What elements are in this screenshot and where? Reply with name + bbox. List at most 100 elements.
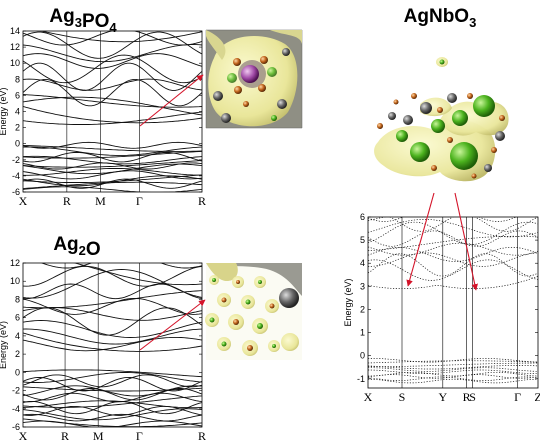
band-line bbox=[23, 155, 202, 165]
band-line bbox=[23, 400, 202, 409]
x-tick-label: R bbox=[463, 390, 471, 404]
band-line bbox=[73, 263, 202, 286]
y-tick-label: 8 bbox=[15, 74, 20, 84]
band-line bbox=[23, 96, 202, 116]
band-line bbox=[23, 283, 202, 300]
y-tick-label: -4 bbox=[12, 404, 20, 414]
band-line bbox=[23, 297, 202, 315]
band-line bbox=[23, 320, 202, 338]
band-line bbox=[368, 367, 538, 372]
band-line bbox=[23, 369, 202, 378]
y-tick-label: 14 bbox=[10, 26, 20, 36]
band-line bbox=[23, 146, 202, 156]
band-line bbox=[368, 217, 518, 222]
y-axis-label: Energy (eV) bbox=[0, 87, 8, 135]
band-line bbox=[23, 78, 202, 91]
x-tick-label: Γ bbox=[136, 429, 143, 443]
y-tick-label: -2 bbox=[12, 155, 20, 165]
y-tick-label: 3 bbox=[360, 281, 365, 291]
band-line bbox=[368, 374, 538, 379]
band-line bbox=[23, 392, 202, 403]
y-tick-label: -2 bbox=[12, 386, 20, 396]
y-tick-label: 10 bbox=[10, 58, 20, 68]
band-line bbox=[368, 376, 538, 381]
x-tick-label: X bbox=[364, 390, 373, 404]
y-tick-label: 1 bbox=[360, 328, 365, 338]
x-tick-label: X bbox=[19, 194, 28, 208]
y-axis-label: Energy (eV) bbox=[0, 321, 8, 369]
band-line bbox=[368, 275, 538, 289]
y-tick-label: -6 bbox=[12, 422, 20, 432]
band-line bbox=[23, 372, 202, 383]
band-line bbox=[23, 44, 202, 63]
band-line bbox=[368, 242, 538, 256]
title-ag2o: Ag2O bbox=[53, 234, 100, 260]
x-tick-label: R bbox=[198, 194, 206, 208]
band-line bbox=[23, 167, 202, 176]
x-tick-label: Γ bbox=[514, 390, 521, 404]
band-line bbox=[368, 219, 538, 238]
band-lines bbox=[23, 263, 202, 427]
y-tick-label: 0 bbox=[360, 351, 365, 361]
band-line bbox=[368, 230, 538, 247]
band-line bbox=[23, 374, 202, 388]
band-line bbox=[23, 418, 202, 427]
y-tick-label: 4 bbox=[360, 258, 365, 268]
red-arrow-icon bbox=[454, 192, 478, 291]
band-line bbox=[23, 62, 202, 91]
title-agnbo3: AgNbO3 bbox=[404, 6, 477, 30]
band-line bbox=[23, 307, 202, 336]
orbital-isosurface-icon bbox=[205, 263, 302, 360]
band-line bbox=[368, 371, 538, 377]
x-tick-label: Z bbox=[534, 390, 540, 404]
band-line bbox=[23, 54, 202, 84]
band-line bbox=[368, 235, 538, 252]
x-tick-label: Γ bbox=[136, 194, 143, 208]
band-line bbox=[23, 332, 202, 352]
y-tick-label: -4 bbox=[12, 171, 20, 181]
band-line bbox=[23, 163, 202, 175]
x-tick-label: Y bbox=[438, 390, 447, 404]
red-arrow-icon bbox=[406, 192, 435, 287]
band-lines bbox=[23, 31, 202, 192]
band-line bbox=[23, 186, 202, 192]
y-tick-label: 0 bbox=[15, 367, 20, 377]
x-tick-label: R bbox=[61, 429, 69, 443]
orbital-isosurface-icon bbox=[374, 57, 509, 182]
band-line bbox=[368, 369, 538, 375]
band-line bbox=[368, 362, 538, 368]
band-line bbox=[368, 360, 538, 364]
band-line bbox=[23, 265, 202, 287]
band-line bbox=[23, 94, 202, 108]
orbital-isosurface-icon bbox=[205, 29, 303, 129]
band-line bbox=[39, 31, 202, 43]
y-tick-label: 6 bbox=[15, 313, 20, 323]
x-tick-label: R bbox=[63, 194, 71, 208]
x-tick-label: R bbox=[198, 429, 206, 443]
y-tick-label: -1 bbox=[357, 374, 365, 384]
band-line bbox=[368, 358, 538, 363]
y-tick-label: 12 bbox=[10, 258, 20, 268]
y-axis-label: Energy (eV) bbox=[343, 278, 353, 326]
x-tick-label: S bbox=[399, 390, 406, 404]
title-ag3po4: Ag3PO4 bbox=[49, 6, 117, 35]
band-line bbox=[23, 78, 202, 107]
y-tick-label: -6 bbox=[12, 187, 20, 197]
band-line bbox=[23, 150, 202, 159]
y-tick-label: 6 bbox=[15, 90, 20, 100]
y-tick-label: 6 bbox=[360, 212, 365, 222]
band-line bbox=[368, 259, 538, 281]
x-tick-label: X bbox=[19, 429, 28, 443]
y-tick-label: 2 bbox=[15, 123, 20, 133]
x-tick-label: M bbox=[95, 194, 106, 208]
red-arrow-icon bbox=[139, 74, 204, 127]
y-tick-label: 10 bbox=[10, 276, 20, 286]
band-line bbox=[40, 263, 202, 269]
band-line bbox=[23, 105, 202, 124]
y-tick-label: 12 bbox=[10, 42, 20, 52]
band-line bbox=[368, 253, 538, 277]
band-line bbox=[368, 221, 538, 245]
band-lines bbox=[368, 217, 538, 384]
band-line bbox=[23, 408, 202, 421]
